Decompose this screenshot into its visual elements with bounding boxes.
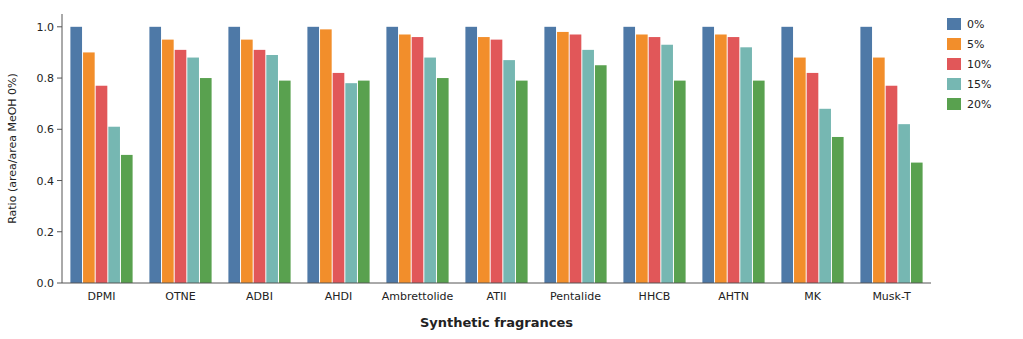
legend-label: 10% <box>967 58 991 71</box>
y-tick-label: 1.0 <box>37 21 55 34</box>
bar <box>386 27 398 283</box>
bar <box>96 86 108 283</box>
bars <box>70 27 922 283</box>
bar <box>320 29 332 283</box>
y-tick <box>57 129 62 130</box>
y-tick-label: 0.6 <box>37 123 55 136</box>
y-tick <box>57 26 62 27</box>
bar <box>674 81 686 283</box>
bar <box>162 40 174 283</box>
bar <box>794 58 806 283</box>
y-tick-label: 0.4 <box>37 175 55 188</box>
bar <box>702 27 714 283</box>
legend-swatch <box>947 98 961 110</box>
bar <box>753 81 765 283</box>
y-tick <box>57 180 62 181</box>
x-tick-label: AHDI <box>325 290 353 303</box>
legend-swatch <box>947 78 961 90</box>
y-axis-line <box>62 14 63 283</box>
bar <box>544 27 556 283</box>
bar <box>623 27 635 283</box>
bar <box>358 81 370 283</box>
bar <box>279 81 291 283</box>
x-tick-label: Ambrettolide <box>382 290 454 303</box>
bar <box>437 78 449 283</box>
x-tick-label: MK <box>804 290 821 303</box>
y-tick <box>57 283 62 284</box>
bar <box>149 27 161 283</box>
bar <box>175 50 187 283</box>
bar <box>333 73 345 283</box>
legend-swatch <box>947 18 961 30</box>
legend-label: 20% <box>967 98 991 111</box>
bar <box>241 40 253 283</box>
bar <box>121 155 133 283</box>
legend-swatch <box>947 38 961 50</box>
bar <box>478 37 490 283</box>
bar <box>412 37 424 283</box>
bar <box>228 27 240 283</box>
legend-label: 15% <box>967 78 991 91</box>
x-tick-label: Pentalide <box>550 290 601 303</box>
bar <box>595 65 607 283</box>
bar <box>83 52 95 283</box>
bar <box>582 50 594 283</box>
bar <box>886 86 898 283</box>
x-tick-label: HHCB <box>639 290 671 303</box>
legend-label: 5% <box>967 38 984 51</box>
bar <box>728 37 740 283</box>
bar <box>898 124 910 283</box>
bar <box>860 27 872 283</box>
bar <box>307 27 319 283</box>
bar <box>399 34 411 283</box>
bar <box>108 127 120 283</box>
bar <box>911 163 923 283</box>
legend-swatch <box>947 58 961 70</box>
x-tick-label: DPMI <box>88 290 116 303</box>
bar <box>832 137 844 283</box>
bar <box>636 34 648 283</box>
y-tick <box>57 78 62 79</box>
legend-label: 0% <box>967 18 984 31</box>
bar <box>715 34 727 283</box>
bar <box>661 45 673 283</box>
x-axis-line <box>62 283 931 284</box>
chart: 0.0 0.2 0.4 0.6 0.8 1.0 DPMI OTNE ADBI AHDI Ambret… <box>0 0 1023 339</box>
bar <box>266 55 278 283</box>
y-tick-label: 0.8 <box>37 72 55 85</box>
bar <box>557 32 569 283</box>
bar <box>740 47 752 283</box>
y-tick <box>57 231 62 232</box>
bar <box>254 50 266 283</box>
bar <box>424 58 436 283</box>
x-tick-label: ATII <box>487 290 507 303</box>
bar <box>570 34 582 283</box>
bar <box>819 109 831 283</box>
bar <box>491 40 503 283</box>
bar <box>649 37 661 283</box>
x-tick-label: ADBI <box>246 290 273 303</box>
y-tick-label: 0.0 <box>37 277 55 290</box>
bar <box>70 27 82 283</box>
x-tick-label: AHTN <box>718 290 749 303</box>
bar <box>345 83 357 283</box>
bar <box>807 73 819 283</box>
bar <box>503 60 515 283</box>
bar <box>516 81 528 283</box>
y-axis-title: Ratio (area/area MeOH 0%) <box>6 73 19 224</box>
y-tick-label: 0.2 <box>37 226 55 239</box>
legend: 0% 5% 10% 15% 20% <box>947 18 991 111</box>
x-tick-label: OTNE <box>165 290 196 303</box>
bar <box>781 27 793 283</box>
bar <box>200 78 212 283</box>
bar <box>873 58 885 283</box>
bar <box>187 58 199 283</box>
x-axis-title: Synthetic fragrances <box>420 315 573 330</box>
bar <box>465 27 477 283</box>
x-tick-label: Musk-T <box>872 290 911 303</box>
